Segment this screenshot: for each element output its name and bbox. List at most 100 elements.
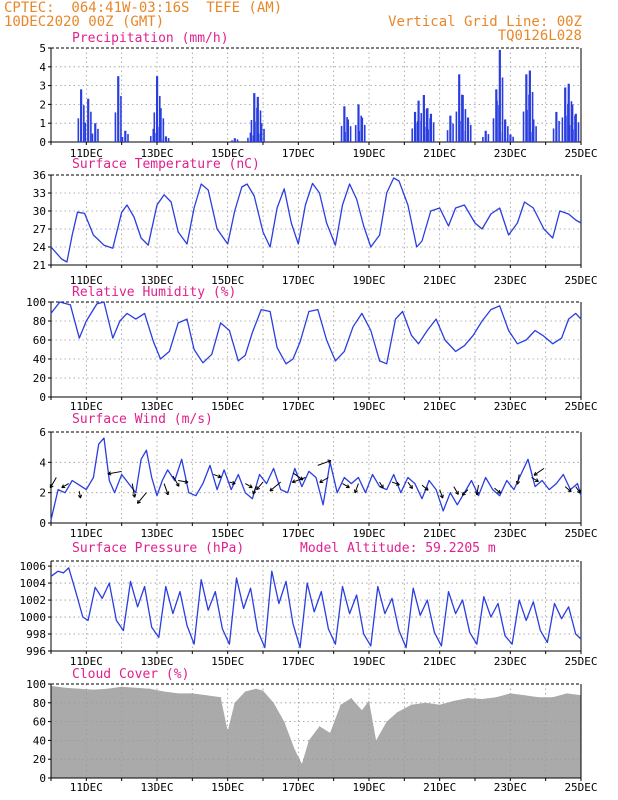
wind-arrow [178, 479, 189, 484]
precip-bar [340, 125, 343, 142]
cloud-cover-bar [163, 691, 165, 778]
precip-bar [256, 96, 259, 142]
precip-bar [487, 134, 490, 142]
wind-arrow [475, 484, 480, 496]
cloud-cover-bar [107, 688, 109, 778]
wind-arrow [353, 483, 359, 494]
x-tick-label: 15DEC [211, 400, 244, 413]
x-tick-label: 15DEC [211, 274, 244, 287]
precip-bar [420, 120, 422, 142]
wind-arrow [453, 486, 459, 495]
panel-1: 21 24 27 30 33 36 11DEC 13DEC 15DEC 17DEC 19DEC 21D… [33, 157, 598, 287]
precip-bar [492, 118, 495, 142]
precip-bar [501, 77, 504, 142]
precip-bar [455, 111, 458, 142]
series-line [50, 567, 582, 649]
x-tick-label: 21DEC [423, 400, 456, 413]
precip-bar [529, 131, 532, 142]
precip-bar [512, 136, 514, 142]
y-tick-label: 6 [39, 426, 46, 439]
precip-bar [127, 134, 129, 142]
wind-arrow [342, 483, 350, 489]
precip-bar [254, 121, 256, 142]
precip-bar [458, 74, 461, 142]
precip-bar [90, 111, 92, 142]
cloud-cover-bar [244, 691, 246, 778]
series-line [50, 301, 582, 365]
y-tick-label: 60 [33, 334, 46, 347]
precip-bar [567, 83, 570, 142]
precip-bar [263, 128, 265, 142]
precip-bar [250, 120, 253, 142]
cloud-cover-bar [135, 687, 137, 778]
precip-bar [482, 136, 484, 142]
x-tick-label: 21DEC [423, 147, 456, 160]
cloud-cover-bar [121, 686, 123, 778]
panel-annotation: Model Altitude: 59.2205 m [300, 541, 496, 556]
x-tick-label: 15DEC [211, 655, 244, 668]
precip-bar [423, 126, 426, 142]
precip-bar [426, 108, 429, 142]
precip-bar [564, 87, 567, 142]
wind-arrow [533, 467, 545, 476]
x-tick-label: 19DEC [352, 655, 385, 668]
cloud-cover-area [51, 685, 581, 778]
wind-arrow [531, 477, 539, 482]
precip-bar [561, 117, 564, 142]
precip-bar [162, 139, 164, 142]
x-tick-label: 25DEC [564, 147, 597, 160]
precip-bar [507, 126, 509, 142]
wind-arrow [172, 475, 180, 487]
y-tick-label: 27 [33, 223, 46, 236]
y-tick-label: 100 [26, 296, 46, 309]
y-tick-label: 80 [33, 697, 46, 710]
y-tick-label: 4 [39, 61, 46, 74]
y-tick-label: 1002 [20, 594, 47, 607]
precip-bar [574, 113, 577, 142]
wind-arrow [319, 477, 329, 483]
x-tick-label: 15DEC [211, 527, 244, 540]
precip-bar [349, 126, 352, 142]
x-tick-label: 23DEC [494, 400, 527, 413]
y-tick-label: 40 [33, 353, 46, 366]
panel-title: Surface Temperature (nC) [72, 157, 260, 172]
cloud-cover-bar [439, 704, 441, 778]
x-tick-label: 23DEC [494, 781, 527, 794]
wind-arrow [564, 486, 572, 493]
precip-bar [449, 115, 452, 142]
precip-bar [358, 131, 361, 142]
precip-bar [446, 130, 449, 142]
y-tick-label: 1000 [20, 611, 47, 624]
x-tick-label: 17DEC [282, 655, 315, 668]
y-tick-label: 996 [26, 645, 46, 658]
panel-5: 0 20 40 60 80 100 11DEC 13DEC 15DEC 17DEC 19DEC 21D… [26, 667, 597, 794]
wind-arrow [461, 489, 469, 496]
precip-bar [432, 122, 435, 142]
wind-arrow [213, 473, 222, 479]
precip-bar [159, 108, 162, 142]
precip-bar [496, 100, 498, 142]
cloud-cover-bar [301, 763, 303, 778]
y-tick-label: 2 [39, 487, 46, 500]
x-tick-label: 15DEC [211, 147, 244, 160]
cloud-cover-bar [410, 704, 412, 778]
cloud-cover-bar [495, 697, 497, 778]
y-tick-label: 3 [39, 80, 46, 93]
y-tick-label: 20 [33, 372, 46, 385]
x-tick-label: 13DEC [140, 147, 173, 160]
x-tick-label: 19DEC [352, 147, 385, 160]
precip-bar [149, 136, 152, 142]
precip-bar [552, 128, 555, 142]
wind-arrow [49, 477, 57, 489]
y-tick-label: 20 [33, 753, 46, 766]
cloud-cover-bar [273, 702, 275, 778]
wind-arrow [107, 470, 122, 476]
precip-bar [411, 128, 414, 142]
precip-bar [120, 95, 122, 142]
cloud-cover-bar [453, 700, 455, 778]
cloud-cover-bar [64, 687, 66, 778]
precip-bar [504, 119, 507, 142]
wind-arrow [421, 484, 429, 491]
precip-bar [528, 70, 531, 142]
